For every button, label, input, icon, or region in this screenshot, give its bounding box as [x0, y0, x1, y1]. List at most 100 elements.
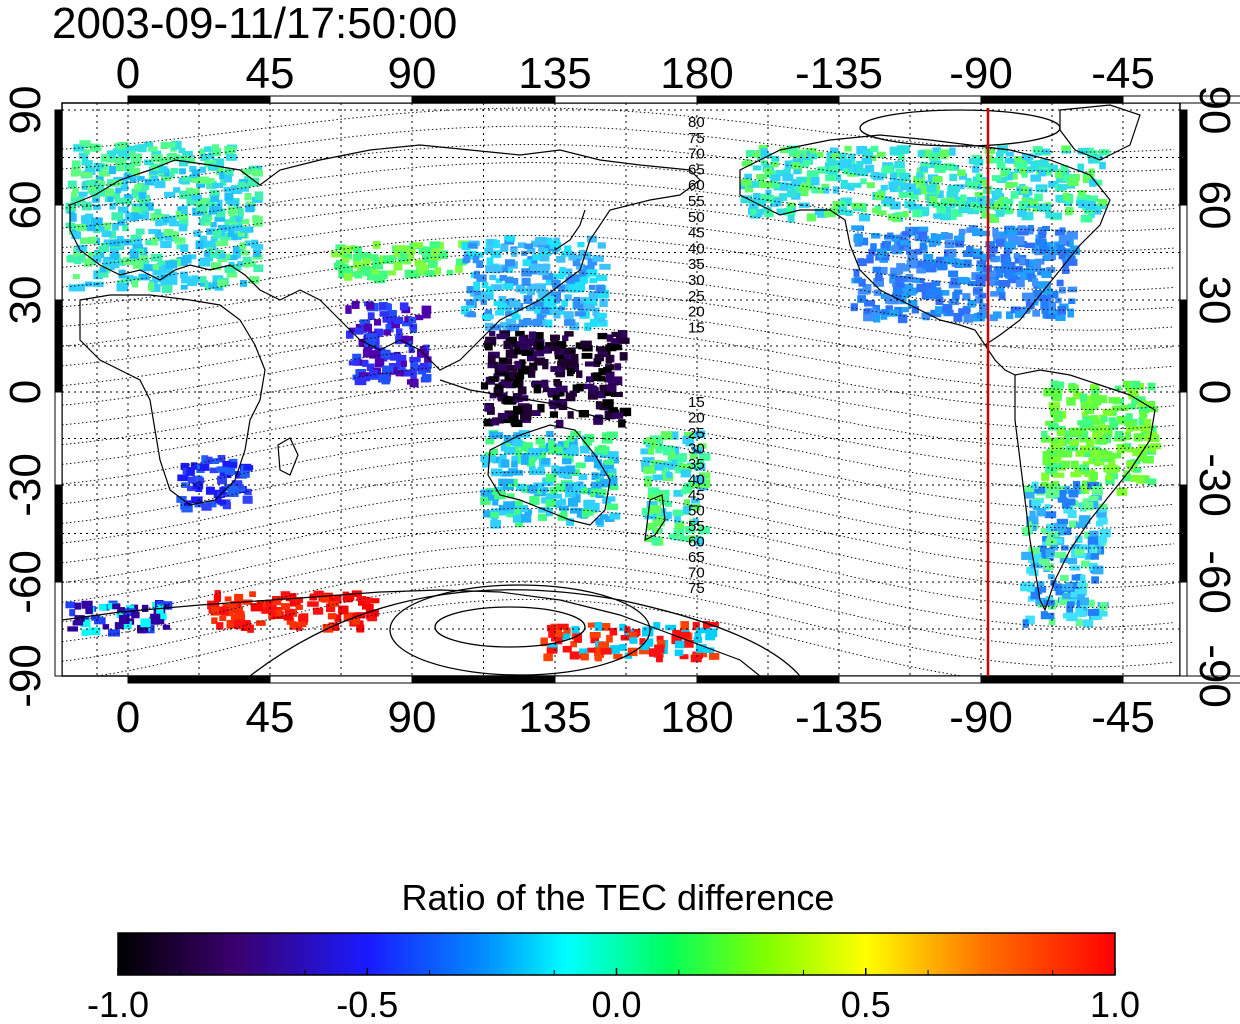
tec-data-cell: [542, 273, 553, 280]
tec-data-cell: [117, 218, 126, 226]
tec-data-cell: [395, 328, 403, 337]
tec-data-cell: [572, 384, 580, 393]
tec-data-cell: [1056, 244, 1065, 253]
tec-data-cell: [1080, 560, 1091, 568]
tec-data-cell: [379, 311, 390, 317]
tec-data-cell: [770, 161, 779, 168]
tec-data-cell: [779, 193, 788, 201]
tec-data-cell: [1125, 425, 1134, 432]
tec-data-cell: [242, 169, 254, 175]
tec-data-cell: [1062, 593, 1071, 600]
tec-data-cell: [608, 451, 619, 459]
tec-data-cell: [918, 226, 929, 233]
tec-data-cell: [108, 192, 120, 200]
tec-data-cell: [1096, 418, 1105, 425]
tec-data-cell: [488, 351, 500, 359]
tec-data-cell: [505, 478, 514, 485]
tec-data-cell: [806, 170, 819, 179]
tec-data-cell: [1051, 538, 1063, 544]
tec-data-cell: [1029, 510, 1036, 519]
tec-data-cell: [1045, 465, 1054, 474]
tec-data-cell: [498, 357, 507, 365]
tec-data-cell: [191, 178, 203, 184]
tec-data-cell: [499, 275, 507, 281]
left-lat-tick-label: 60: [1, 181, 50, 230]
top-lon-tick-label: 45: [246, 49, 295, 98]
tec-data-cell: [639, 646, 650, 655]
tec-data-cell: [958, 204, 971, 214]
tec-data-cell: [224, 265, 236, 273]
tec-data-cell: [1021, 211, 1034, 221]
tec-data-cell: [764, 196, 774, 203]
tec-data-cell: [223, 186, 235, 193]
tec-data-cell: [79, 237, 92, 245]
tec-data-cell: [1057, 497, 1068, 503]
tec-data-cell: [600, 648, 612, 655]
tec-data-cell: [280, 591, 291, 599]
tec-data-cell: [1103, 408, 1115, 416]
tec-data-cell: [889, 201, 901, 210]
tec-data-cell: [839, 159, 852, 169]
tec-data-cell: [900, 182, 911, 191]
tec-data-cell: [1049, 452, 1062, 461]
tec-data-cell: [758, 176, 765, 185]
tec-data-cell: [940, 213, 951, 221]
tec-data-cell: [1004, 272, 1017, 279]
tec-data-cell: [580, 653, 589, 661]
tec-data-cell: [948, 270, 959, 278]
tec-data-cell: [648, 447, 655, 455]
tec-data-cell: [189, 165, 197, 173]
tec-data-cell: [1064, 597, 1077, 606]
tec-data-cell: [992, 280, 1001, 286]
tec-data-cell: [122, 223, 129, 232]
tec-data-cell: [595, 401, 602, 410]
coastline-layer: [62, 104, 1156, 676]
tec-data-cell: [600, 623, 611, 631]
tec-data-cell: [1087, 609, 1100, 616]
tec-data-cell: [527, 454, 537, 463]
right-lat-tick-label: 60: [1190, 181, 1239, 230]
colorbar-ticks: -1.0 -0.5 0.0 0.5 1.0: [87, 968, 1140, 1024]
tec-data-cell: [566, 367, 574, 377]
tec-data-cell: [529, 496, 540, 505]
tec-data-cell: [887, 299, 900, 305]
tec-data-cell: [520, 456, 529, 465]
tec-data-cell: [1080, 421, 1087, 428]
left-axis-bar-segment: [54, 581, 63, 677]
tec-data-cell: [856, 146, 868, 155]
tec-data-cell: [201, 503, 212, 511]
tec-data-cell: [531, 381, 543, 387]
tec-data-cell: [394, 245, 407, 251]
tec-data-cell: [595, 346, 606, 352]
tec-data-cell: [498, 295, 507, 302]
tec-data-cell: [541, 379, 549, 388]
tec-data-cell: [460, 305, 470, 315]
tec-data-cell: [902, 210, 909, 218]
tec-data-cell: [520, 443, 530, 452]
tec-data-cell: [1044, 301, 1057, 310]
tec-data-cell: [870, 243, 877, 253]
tec-data-cell: [1101, 416, 1108, 423]
tec-data-cell: [151, 175, 159, 183]
tec-data-cell: [65, 601, 76, 609]
tec-data-cell: [593, 459, 602, 469]
tec-data-cell: [1005, 181, 1014, 189]
tec-data-cell: [150, 283, 161, 292]
tec-data-cell: [564, 331, 574, 337]
tec-data-cell: [889, 146, 898, 156]
tec-data-cell: [1098, 149, 1110, 156]
tec-data-cell: [597, 332, 608, 340]
tec-data-cell: [272, 598, 282, 606]
tec-data-cell: [150, 212, 163, 222]
tec-data-cell: [106, 150, 117, 159]
tec-data-cell: [920, 149, 932, 159]
tec-data-cell: [752, 151, 761, 158]
tec-data-cell: [177, 474, 189, 482]
tec-data-cell: [752, 193, 761, 201]
tec-data-cell: [561, 250, 573, 257]
coastline-indonesia: [439, 379, 611, 421]
tec-data-cell: [491, 432, 504, 439]
tec-data-cell: [362, 252, 372, 259]
tec-data-cell: [1038, 168, 1046, 177]
tec-data-cell: [110, 251, 119, 261]
